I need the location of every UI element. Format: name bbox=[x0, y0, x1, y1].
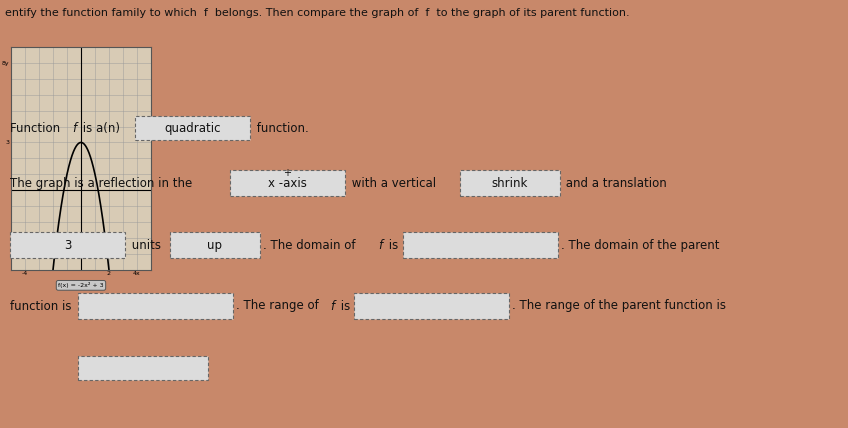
Text: f: f bbox=[330, 300, 334, 312]
Text: . The domain of: . The domain of bbox=[263, 238, 360, 252]
Text: quadratic: quadratic bbox=[165, 122, 220, 134]
Text: Function: Function bbox=[10, 122, 64, 134]
Text: x -axis: x -axis bbox=[268, 176, 307, 190]
FancyBboxPatch shape bbox=[170, 232, 260, 258]
Text: 3: 3 bbox=[64, 238, 71, 252]
Text: function is: function is bbox=[10, 300, 71, 312]
FancyBboxPatch shape bbox=[10, 232, 125, 258]
Text: with a vertical: with a vertical bbox=[348, 176, 436, 190]
Text: and a translation: and a translation bbox=[562, 176, 667, 190]
FancyBboxPatch shape bbox=[78, 356, 208, 380]
Text: entify the function family to which  f  belongs. Then compare the graph of  f  t: entify the function family to which f be… bbox=[5, 8, 629, 18]
FancyBboxPatch shape bbox=[78, 293, 233, 319]
FancyBboxPatch shape bbox=[403, 232, 558, 258]
Text: f(x) = -2x² + 3: f(x) = -2x² + 3 bbox=[59, 282, 103, 288]
Text: . The range of the parent function is: . The range of the parent function is bbox=[512, 300, 726, 312]
FancyBboxPatch shape bbox=[460, 170, 560, 196]
Text: . The range of: . The range of bbox=[236, 300, 322, 312]
Text: up: up bbox=[208, 238, 222, 252]
Text: f: f bbox=[72, 122, 76, 134]
Text: function.: function. bbox=[253, 122, 309, 134]
Text: is: is bbox=[337, 300, 350, 312]
Text: is: is bbox=[385, 238, 399, 252]
Text: shrink: shrink bbox=[492, 176, 528, 190]
FancyBboxPatch shape bbox=[230, 170, 345, 196]
FancyBboxPatch shape bbox=[135, 116, 250, 140]
Text: The graph is a reflection in the: The graph is a reflection in the bbox=[10, 176, 192, 190]
Text: +: + bbox=[283, 168, 291, 178]
Text: f: f bbox=[378, 238, 382, 252]
FancyBboxPatch shape bbox=[354, 293, 509, 319]
Text: is a(n): is a(n) bbox=[79, 122, 120, 134]
Text: units: units bbox=[128, 238, 161, 252]
Text: . The domain of the parent: . The domain of the parent bbox=[561, 238, 719, 252]
